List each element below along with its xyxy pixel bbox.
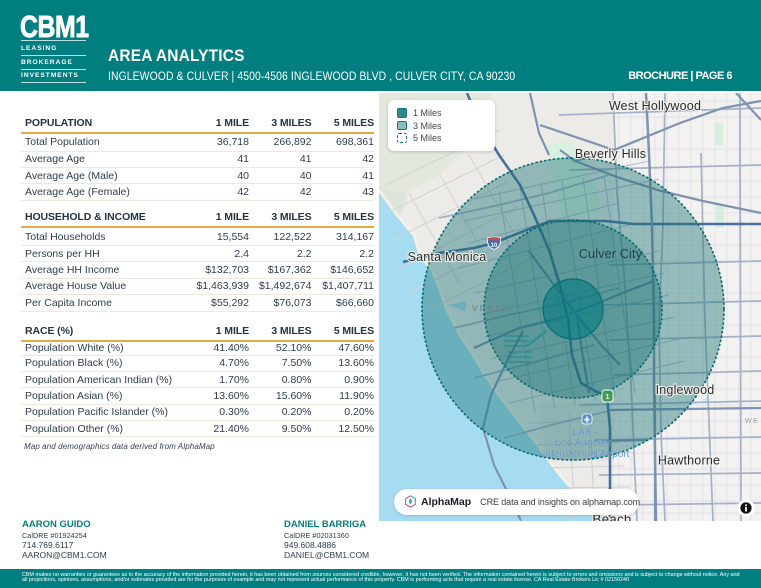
- svg-text:10: 10: [491, 243, 498, 249]
- svg-text:1: 1: [605, 392, 609, 401]
- svg-text:Beverly Hills: Beverly Hills: [575, 147, 646, 161]
- svg-text:WE: WE: [745, 418, 759, 425]
- svg-text:Inglewood: Inglewood: [656, 383, 715, 397]
- svg-text:LAX -: LAX -: [572, 427, 597, 438]
- svg-text:Santa Monica: Santa Monica: [408, 250, 487, 264]
- svg-text:Beach: Beach: [592, 512, 631, 521]
- svg-text:Hawthorne: Hawthorne: [658, 454, 720, 468]
- svg-text:VENICE: VENICE: [472, 303, 516, 313]
- svg-text:Culver City: Culver City: [579, 247, 643, 261]
- svg-text:International Airport: International Airport: [543, 449, 630, 460]
- svg-text:West Hollywood: West Hollywood: [609, 99, 701, 113]
- svg-text:Los·Angeles: Los·Angeles: [555, 438, 611, 449]
